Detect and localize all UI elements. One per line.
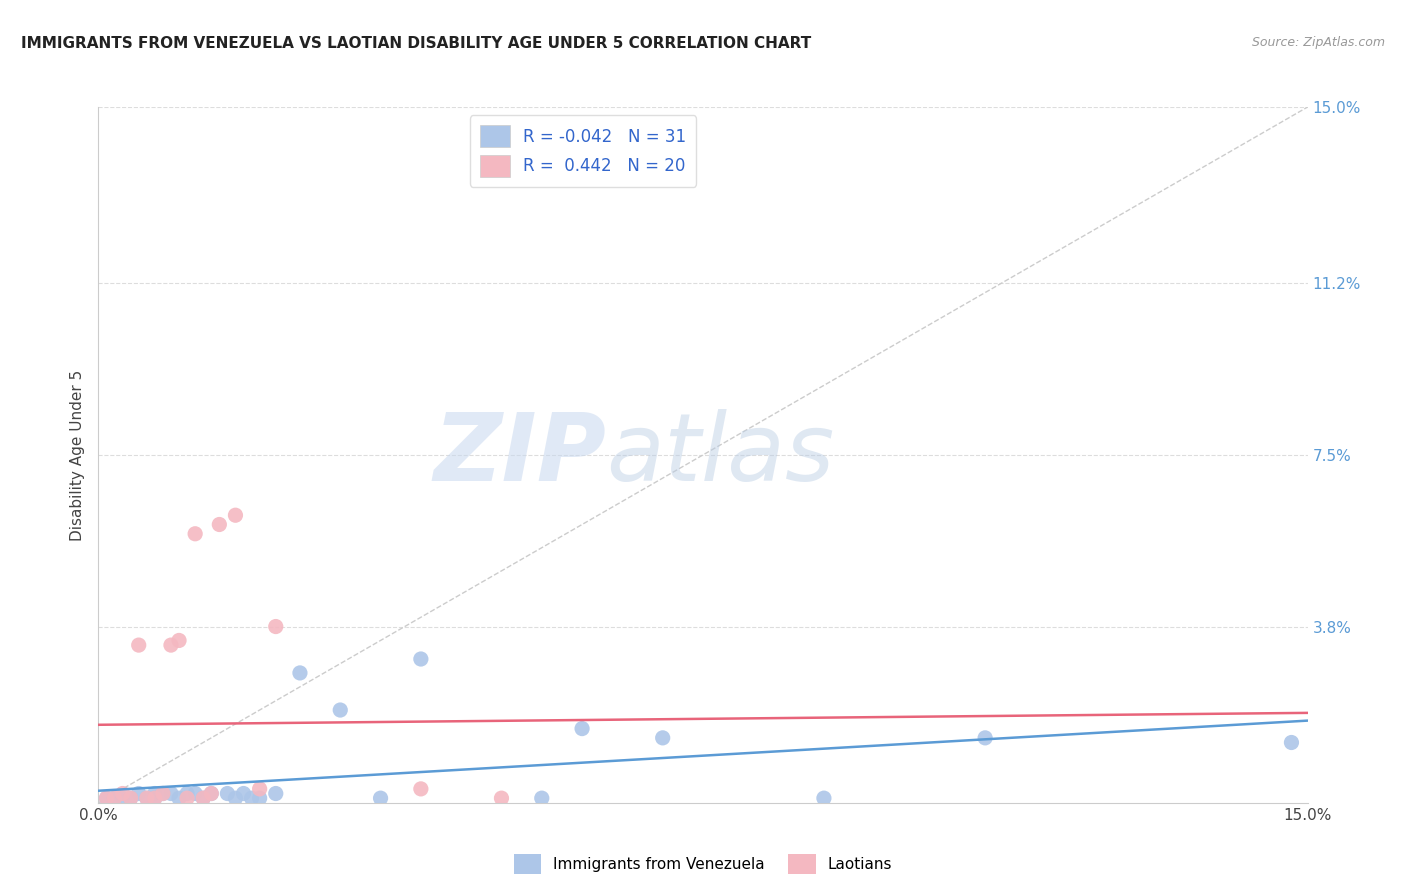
Point <box>128 787 150 801</box>
Point <box>193 791 215 805</box>
Point <box>176 787 198 801</box>
Point <box>491 791 513 805</box>
Point <box>135 791 157 805</box>
Point <box>103 791 125 805</box>
Text: atlas: atlas <box>606 409 835 500</box>
Point <box>1281 735 1303 749</box>
Point <box>193 791 215 805</box>
Point <box>160 787 183 801</box>
Point <box>120 791 142 805</box>
Legend: R = -0.042   N = 31, R =  0.442   N = 20: R = -0.042 N = 31, R = 0.442 N = 20 <box>470 115 696 186</box>
Point <box>249 791 271 805</box>
Point <box>103 791 125 805</box>
Point <box>176 791 198 805</box>
Point <box>200 787 222 801</box>
Point <box>409 652 432 666</box>
Point <box>249 781 271 796</box>
Point <box>160 638 183 652</box>
Point <box>135 791 157 805</box>
Point <box>96 791 118 805</box>
Y-axis label: Disability Age Under 5: Disability Age Under 5 <box>69 369 84 541</box>
Point <box>813 791 835 805</box>
Point <box>232 787 254 801</box>
Point <box>217 787 239 801</box>
Point <box>96 791 118 805</box>
Point <box>152 787 174 801</box>
Point <box>240 791 263 805</box>
Point <box>370 791 392 805</box>
Point <box>143 791 166 805</box>
Point <box>128 638 150 652</box>
Point <box>329 703 352 717</box>
Point <box>224 508 246 523</box>
Text: IMMIGRANTS FROM VENEZUELA VS LAOTIAN DISABILITY AGE UNDER 5 CORRELATION CHART: IMMIGRANTS FROM VENEZUELA VS LAOTIAN DIS… <box>21 36 811 51</box>
Point <box>167 791 190 805</box>
Point <box>651 731 673 745</box>
Point <box>571 722 593 736</box>
Point <box>409 781 432 796</box>
Point <box>974 731 997 745</box>
Point <box>530 791 553 805</box>
Point <box>143 787 166 801</box>
Point <box>167 633 190 648</box>
Text: Source: ZipAtlas.com: Source: ZipAtlas.com <box>1251 36 1385 49</box>
Text: ZIP: ZIP <box>433 409 606 501</box>
Point <box>264 787 287 801</box>
Point <box>264 619 287 633</box>
Legend: Immigrants from Venezuela, Laotians: Immigrants from Venezuela, Laotians <box>508 848 898 880</box>
Point <box>152 787 174 801</box>
Point <box>208 517 231 532</box>
Point <box>120 791 142 805</box>
Point <box>111 787 134 801</box>
Point <box>184 787 207 801</box>
Point <box>111 791 134 805</box>
Point <box>184 526 207 541</box>
Point <box>200 787 222 801</box>
Point <box>224 791 246 805</box>
Point <box>143 791 166 805</box>
Point <box>288 665 311 680</box>
